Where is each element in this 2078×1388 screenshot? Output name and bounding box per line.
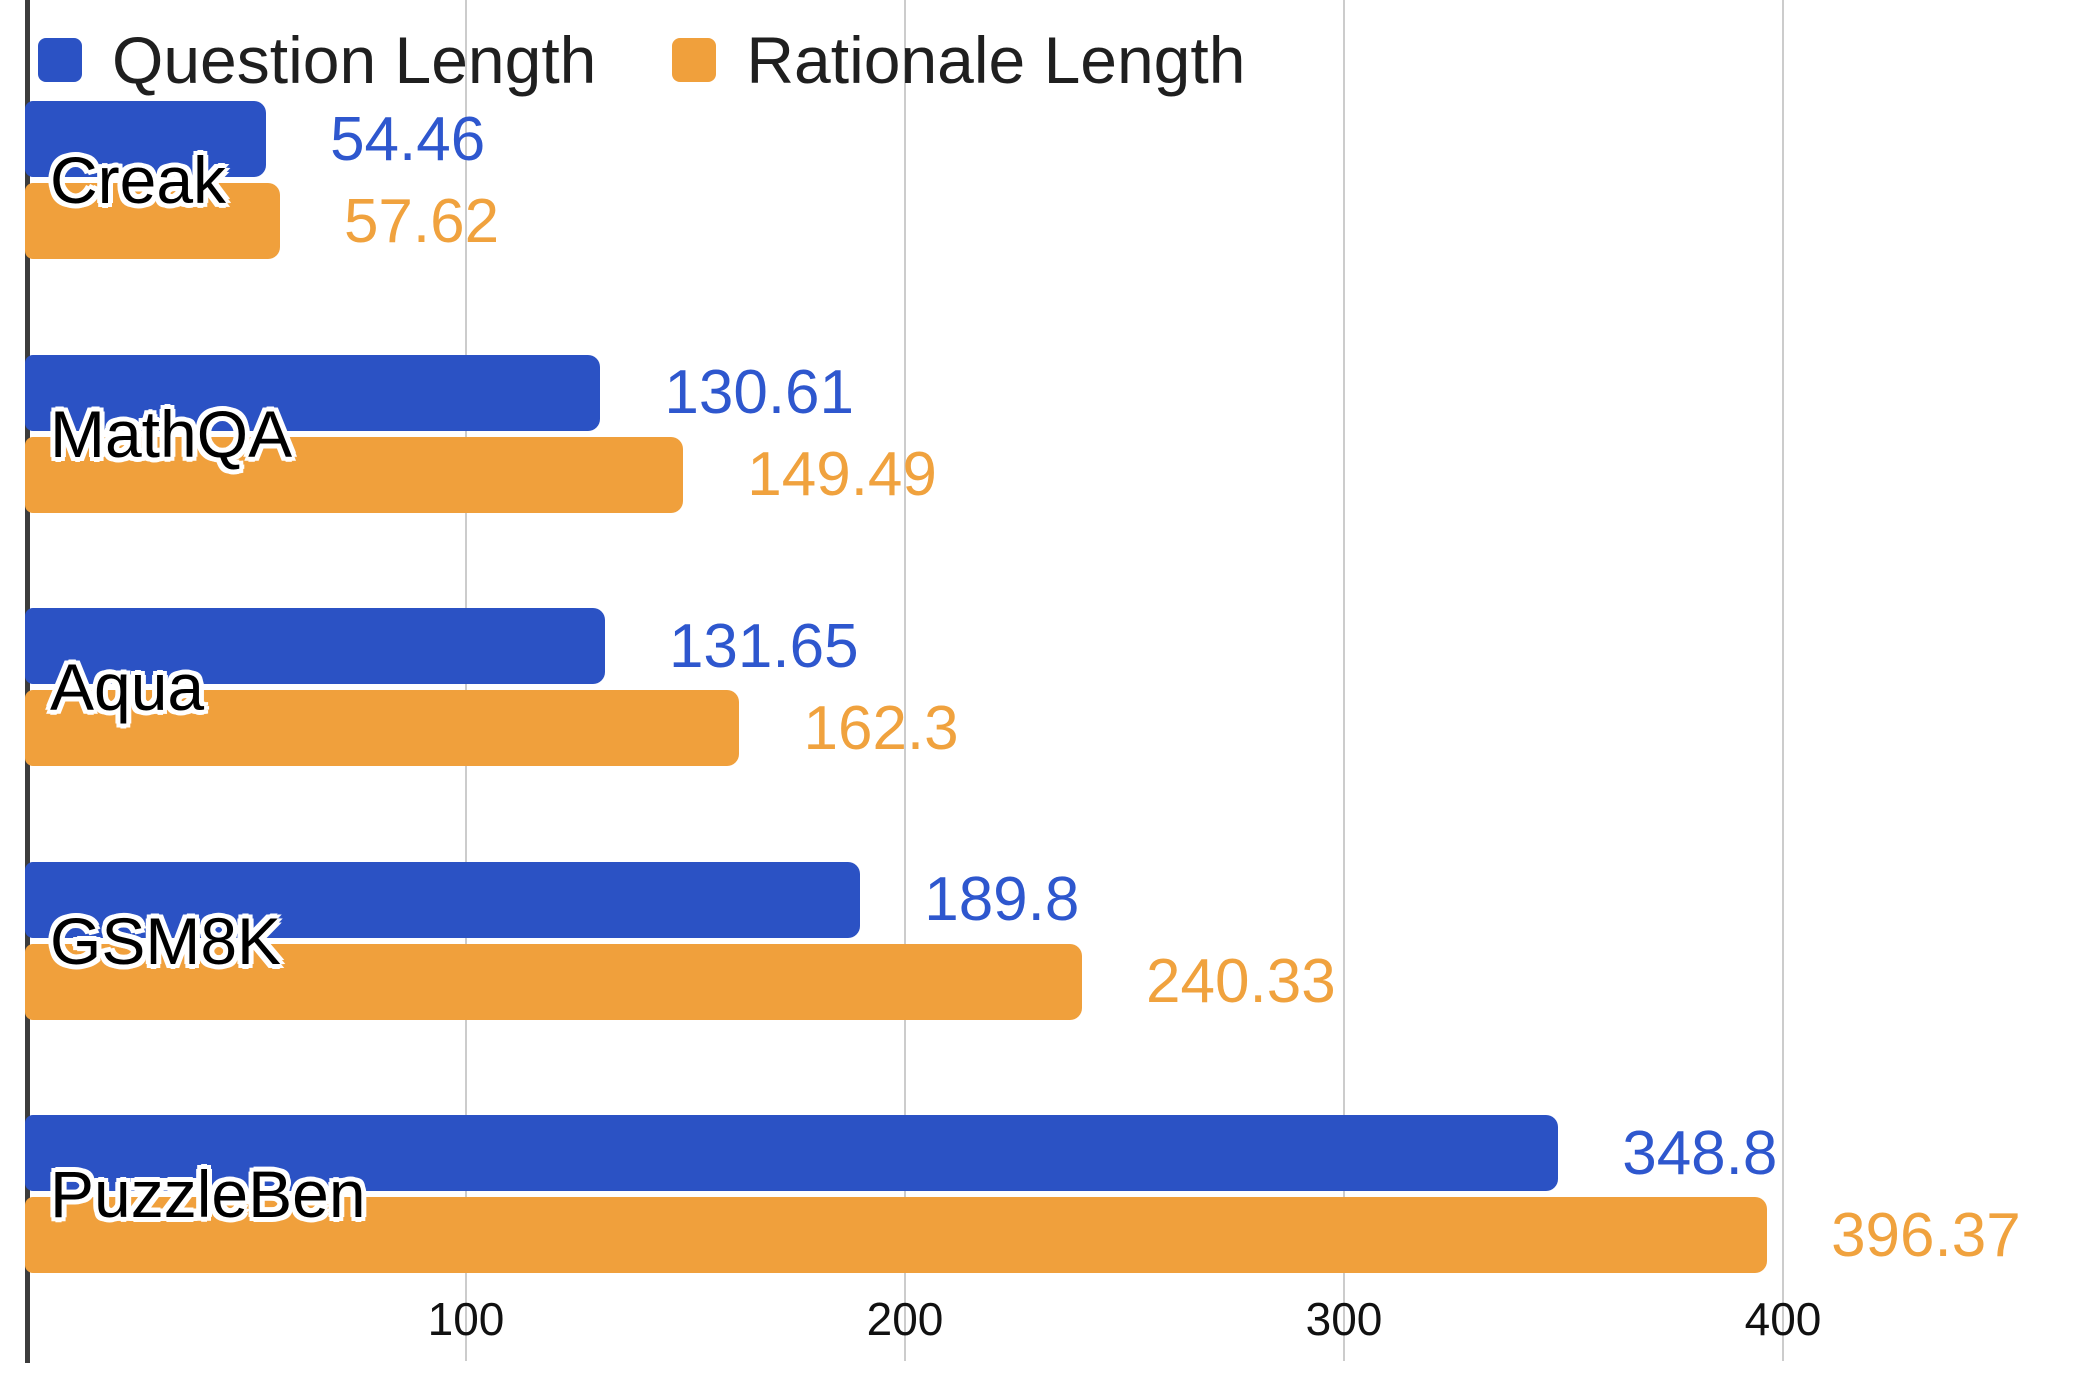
x-tick-label-400: 400	[1744, 1293, 1822, 1345]
value-label-mathqa-rationale-length: 149.49	[747, 440, 937, 509]
legend-item-rationale-length: Rationale Length	[672, 20, 1245, 100]
bar-mathqa-rationale-length	[25, 436, 684, 513]
category-label-mathqa: MathQA	[50, 396, 293, 471]
value-label-creak-question-length: 54.46	[330, 104, 486, 174]
legend-label-rationale-length: Rationale Length	[746, 23, 1246, 97]
x-tick-label-200: 200	[866, 1293, 944, 1345]
value-label-creak-rationale-length: 57.62	[343, 186, 500, 256]
value-label-aqua-rationale-length: 162.3	[803, 693, 959, 763]
value-label-gsm8k-question-length: 189.8	[924, 865, 1080, 934]
bar-puzzleben-question-length	[25, 1115, 1559, 1191]
legend-swatch-rationale-length	[672, 38, 717, 82]
bar-gsm8k-question-length	[25, 861, 861, 938]
category-label-aqua: Aqua	[50, 650, 205, 724]
gridline-400	[1782, 0, 1784, 1361]
gridline-200	[904, 0, 906, 1361]
value-label-aqua-question-length: 131.65	[668, 611, 859, 681]
bar-creak-question-length	[25, 101, 267, 177]
gridline-300	[1343, 0, 1345, 1361]
x-tick-label-100: 100	[427, 1293, 505, 1345]
bar-aqua-question-length	[25, 608, 605, 684]
value-label-puzzleben-rationale-length: 396.37	[1831, 1200, 2021, 1270]
bar-gsm8k-rationale-length	[25, 943, 1083, 1020]
bar-aqua-rationale-length	[25, 690, 740, 766]
bar-puzzleben-rationale-length	[25, 1197, 1768, 1273]
legend-swatch-question-length	[38, 38, 82, 82]
legend: Question Length Rationale Length	[38, 20, 1245, 100]
value-label-mathqa-question-length: 130.61	[664, 358, 855, 427]
category-label-creak: Creak	[50, 143, 227, 217]
bar-mathqa-question-length	[25, 354, 601, 431]
x-tick-label-300: 300	[1305, 1293, 1383, 1345]
value-label-puzzleben-question-length: 348.8	[1622, 1118, 1778, 1188]
bar-creak-rationale-length	[25, 183, 280, 259]
category-label-gsm8k: GSM8K	[50, 903, 282, 978]
legend-label-question-length: Question Length	[112, 23, 597, 97]
legend-item-question-length: Question Length	[38, 20, 596, 100]
value-label-gsm8k-rationale-length: 240.33	[1146, 947, 1336, 1016]
category-label-puzzleben: PuzzleBen	[50, 1157, 366, 1231]
